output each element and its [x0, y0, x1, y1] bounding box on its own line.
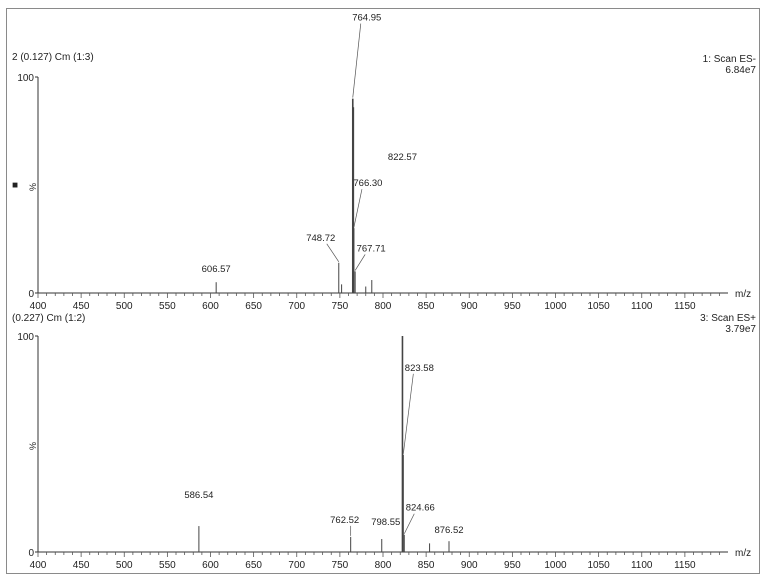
top-x-tick-label-950: 950: [504, 301, 521, 312]
top-y-tick-0: 0: [28, 289, 34, 300]
bottom-y-tick-0: 0: [28, 548, 34, 559]
bottom-x-tick-label-500: 500: [116, 560, 133, 571]
top-x-tick-label-900: 900: [461, 301, 478, 312]
bottom-header-right-scan: 3: Scan ES+: [700, 313, 756, 324]
bottom-x-tick-label-1000: 1000: [544, 560, 567, 571]
bottom-y-tick-100: 100: [17, 332, 34, 343]
bottom-x-tick-label-950: 950: [504, 560, 521, 571]
bottom-header-left: (0.227) Cm (1:2): [12, 313, 86, 324]
bottom-peak-label-876.52: 876.52: [434, 525, 463, 536]
bottom-x-tick-label-600: 600: [202, 560, 219, 571]
bottom-x-tick-label-400: 400: [30, 560, 47, 571]
bottom-y-axis-label: %: [28, 442, 38, 450]
top-y-tick-100: 100: [17, 73, 34, 84]
bottom-x-tick-label-450: 450: [73, 560, 90, 571]
bottom-x-tick-label-1150: 1150: [674, 560, 696, 571]
bottom-peak-label-824.66: 824.66: [406, 503, 435, 514]
top-peak-leader-767.71: [354, 254, 366, 271]
top-x-tick-label-700: 700: [288, 301, 305, 312]
top-x-tick-label-850: 850: [418, 301, 435, 312]
top-x-tick-label-1150: 1150: [674, 301, 696, 312]
bottom-x-tick-label-700: 700: [288, 560, 305, 571]
bottom-x-tick-label-750: 750: [332, 560, 349, 571]
top-x-tick-label-800: 800: [375, 301, 392, 312]
bottom-peak-leader-823.58: [402, 373, 414, 454]
bottom-peak-label-823.58: 823.58: [405, 363, 434, 374]
top-x-tick-label-450: 450: [73, 301, 90, 312]
bottom-peak-label-822.57: 822.57: [388, 152, 417, 163]
top-x-tick-label-600: 600: [202, 301, 219, 312]
top-header-right-intensity: 6.84e7: [725, 65, 756, 76]
top-x-tick-label-650: 650: [245, 301, 262, 312]
bottom-peak-leader-824.66: [403, 513, 415, 534]
bottom-x-tick-label-1100: 1100: [631, 560, 653, 571]
top-x-tick-label-1000: 1000: [544, 301, 567, 312]
bottom-x-tick-label-800: 800: [375, 560, 392, 571]
top-x-tick-label-750: 750: [332, 301, 349, 312]
top-peak-leader-766.30: [353, 189, 363, 228]
top-x-axis-label: m/z: [735, 289, 751, 300]
bottom-peak-label-798.55: 798.55: [371, 517, 400, 528]
top-peak-label-748.72: 748.72: [306, 233, 335, 244]
bottom-x-tick-label-850: 850: [418, 560, 435, 571]
top-x-tick-label-400: 400: [30, 301, 47, 312]
bottom-peak-label-586.54: 586.54: [184, 490, 213, 501]
top-peak-label-764.95: 764.95: [352, 13, 381, 24]
top-peak-label-766.30: 766.30: [353, 178, 382, 189]
top-peak-leader-748.72: [326, 243, 340, 262]
bottom-header-right-intensity: 3.79e7: [725, 324, 756, 335]
bottom-peak-label-762.52: 762.52: [330, 515, 359, 526]
top-x-tick-label-550: 550: [159, 301, 176, 312]
top-peak-label-767.71: 767.71: [357, 243, 386, 254]
bottom-x-tick-label-650: 650: [245, 560, 262, 571]
top-y-axis-label: %: [28, 183, 38, 191]
bottom-x-tick-label-900: 900: [461, 560, 478, 571]
top-peak-leader-764.95: [352, 23, 362, 98]
top-header-left: 2 (0.127) Cm (1:3): [12, 52, 94, 63]
top-x-tick-label-1100: 1100: [631, 301, 653, 312]
bottom-x-axis-label: m/z: [735, 548, 751, 559]
chart-frame: [6, 8, 760, 574]
top-x-tick-label-500: 500: [116, 301, 133, 312]
top-header-right-scan: 1: Scan ES-: [702, 54, 756, 65]
legend-marker-icon: ■: [12, 180, 18, 191]
top-x-tick-label-1050: 1050: [588, 301, 611, 312]
top-peak-label-606.57: 606.57: [202, 264, 231, 275]
bottom-x-tick-label-550: 550: [159, 560, 176, 571]
bottom-x-tick-label-1050: 1050: [588, 560, 611, 571]
